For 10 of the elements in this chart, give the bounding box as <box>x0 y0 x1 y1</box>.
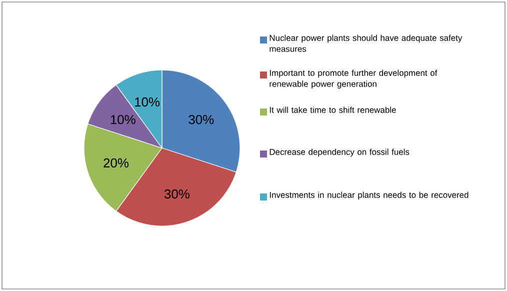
legend-label: Important to promote further development of renewable power generation <box>270 70 438 89</box>
data-label: 30% <box>188 114 214 124</box>
data-label: 20% <box>104 158 129 168</box>
data-label: 30% <box>164 189 190 199</box>
legend-label: Decrease dependency on fossil fuels <box>270 148 410 157</box>
legend-label: It will take time to shift renewable <box>270 106 396 113</box>
legend-label: Investments in nuclear plants needs to be recovered <box>270 192 468 200</box>
legend-label: Nuclear power plants should have adequate safety measures <box>270 34 462 52</box>
data-label: 10% <box>135 97 160 107</box>
data-label: 10% <box>110 114 136 124</box>
